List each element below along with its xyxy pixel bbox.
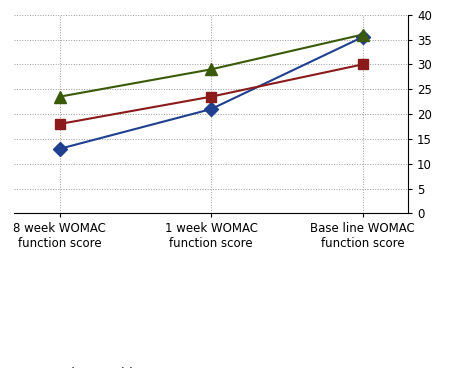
Legend: Corticosteroid, PRP, ESWT: Corticosteroid, PRP, ESWT	[2, 362, 137, 368]
